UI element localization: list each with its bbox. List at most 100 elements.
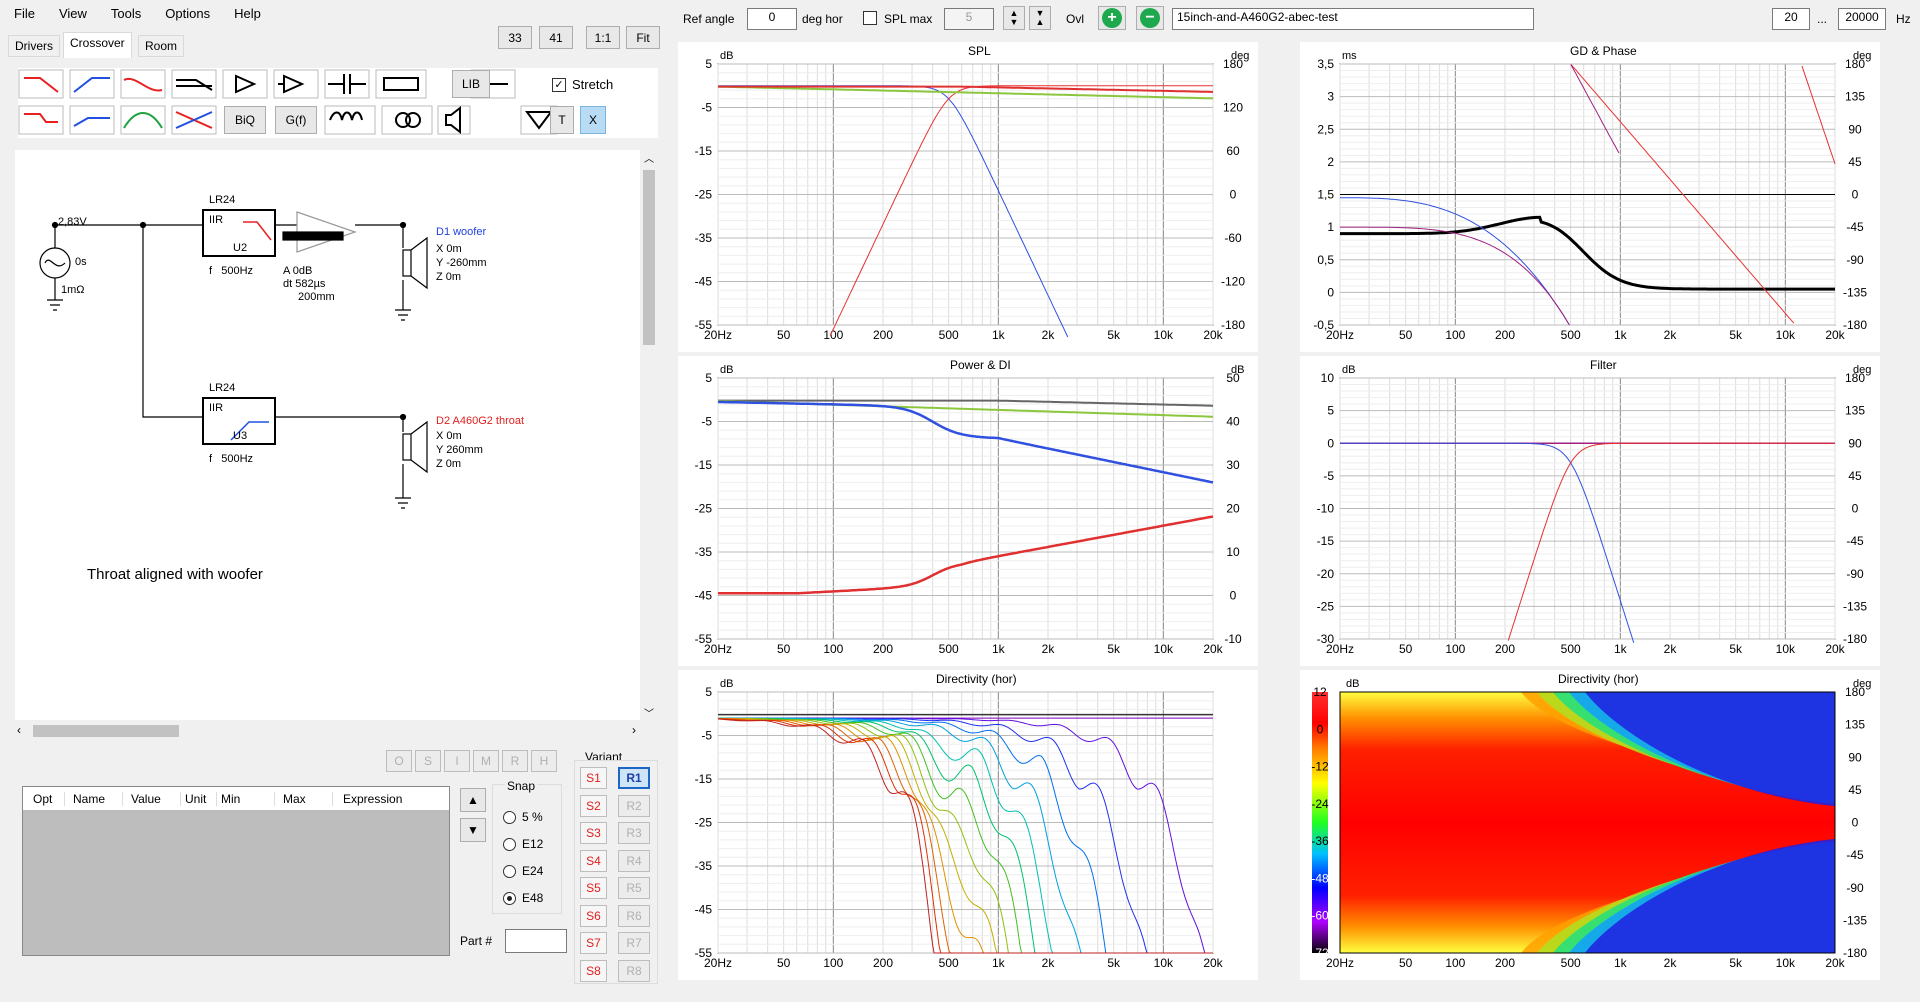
ref-angle-input[interactable]: 0: [747, 8, 797, 30]
variant-r1-button[interactable]: R1: [618, 767, 650, 789]
param-o-button[interactable]: O: [386, 750, 412, 772]
variant-r7-button[interactable]: R7: [618, 932, 650, 954]
tab-drivers[interactable]: Drivers: [8, 35, 60, 57]
gf-button[interactable]: G(f): [275, 106, 317, 134]
x-tick-label: 500: [939, 642, 959, 656]
part-number-input[interactable]: [505, 929, 567, 953]
y-tick-label: -35: [695, 545, 713, 559]
schematic-vscrollbar[interactable]: ︿ ﹀: [640, 150, 658, 720]
biq-button[interactable]: BiQ: [224, 106, 266, 134]
col-max[interactable]: Max: [275, 791, 333, 806]
power-di-chart[interactable]: Power & DI dB dB 5 50 -5 40 -15 30 -25 20 -35 10 -…: [678, 356, 1258, 666]
hscroll-thumb[interactable]: [33, 725, 179, 737]
x-tick-label: 200: [873, 642, 893, 656]
col-min[interactable]: Min: [217, 791, 275, 806]
zoom-fit-button[interactable]: Fit: [626, 26, 660, 49]
directivity-chart[interactable]: Directivity (hor) dB 5 -5 -15 -25 -35 -45 -55 2…: [678, 670, 1258, 980]
variant-r2-button[interactable]: R2: [618, 794, 650, 817]
snap-e24-radio[interactable]: E24: [503, 864, 543, 878]
x-tick-label: 2k: [1664, 328, 1678, 342]
schematic-canvas[interactable]: 2,83V 0s 1mΩ LR24 IIR U2 f 500Hz A 0dB d…: [15, 150, 640, 720]
zoom-33-button[interactable]: 33: [498, 26, 532, 49]
t-button[interactable]: T: [550, 106, 574, 134]
menu-tools[interactable]: Tools: [110, 6, 142, 21]
spl-chart[interactable]: SPL dB deg 5 180 -5 120 -15 60 -25 0 -35 -60 -45 -1…: [678, 42, 1258, 352]
directivity-map-chart[interactable]: Directivity (hor) dB deg 12 0 -12 -24 -36 -48…: [1300, 670, 1880, 980]
y2-tick-label: -180: [1843, 318, 1867, 332]
tab-room[interactable]: Room: [138, 35, 185, 57]
overlay-add-button[interactable]: +: [1098, 6, 1126, 30]
vscroll-thumb[interactable]: [643, 170, 655, 345]
lib-button[interactable]: LIB: [452, 70, 490, 98]
variant-s4-button[interactable]: S4: [580, 849, 607, 872]
variant-s3-button[interactable]: S3: [580, 822, 607, 844]
y2-tick-label: 90: [1848, 436, 1862, 450]
scroll-left-icon[interactable]: ‹: [17, 723, 21, 737]
variant-r5-button[interactable]: R5: [618, 877, 650, 899]
stretch-checkbox[interactable]: ✓ Stretch: [552, 77, 613, 92]
variant-r6-button[interactable]: R6: [618, 904, 650, 927]
d1-x: X 0m: [436, 243, 462, 255]
col-expression[interactable]: Expression: [343, 791, 403, 806]
gd-phase-chart[interactable]: GD & Phase ms deg 3,5 180 3 135 2,5 90 2 45 1,5 0…: [1300, 42, 1880, 352]
move-up-button[interactable]: ▲: [460, 788, 486, 812]
spl-max-input[interactable]: 5: [944, 8, 994, 30]
snap-5pct-radio[interactable]: 5 %: [503, 810, 543, 824]
y-tick-label: 1: [1327, 220, 1334, 234]
y2-tick-label: 45: [1848, 155, 1862, 169]
scroll-right-icon[interactable]: ›: [632, 723, 636, 737]
y-tick-label: -55: [695, 632, 713, 646]
col-value[interactable]: Value: [123, 791, 181, 806]
col-name[interactable]: Name: [65, 791, 123, 806]
spl-chart-title: SPL: [968, 44, 991, 58]
freq-min-input[interactable]: 20: [1772, 8, 1810, 30]
overlay-remove-button[interactable]: −: [1136, 6, 1164, 30]
x-tick-label: 50: [1399, 956, 1413, 970]
variant-s2-button[interactable]: S2: [580, 794, 607, 817]
zoom-41-button[interactable]: 41: [539, 26, 573, 49]
variant-s1-button[interactable]: S1: [580, 767, 607, 789]
y-tick-label: 5: [1327, 404, 1334, 418]
variant-r8-button[interactable]: R8: [618, 959, 650, 982]
param-i-button[interactable]: I: [444, 750, 470, 772]
parameter-table[interactable]: Opt Name Value Unit Min Max Expression: [22, 786, 450, 956]
scroll-down-icon[interactable]: ﹀: [644, 709, 654, 720]
y-tick-label: -55: [695, 946, 713, 960]
param-h-button[interactable]: H: [531, 750, 557, 772]
radio-icon: [503, 837, 516, 851]
x-button[interactable]: X: [580, 106, 606, 134]
spl-max-checkbox[interactable]: [863, 11, 877, 25]
param-r-button[interactable]: R: [502, 750, 528, 772]
freq-max-input[interactable]: 20000: [1838, 8, 1886, 30]
schematic-hscrollbar[interactable]: ‹ ›: [15, 722, 640, 740]
menu-view[interactable]: View: [58, 6, 87, 21]
col-opt[interactable]: Opt: [23, 791, 65, 806]
variant-s5-button[interactable]: S5: [580, 877, 607, 899]
variant-s8-button[interactable]: S8: [580, 959, 607, 982]
param-s-button[interactable]: S: [415, 750, 441, 772]
hz-label: Hz: [1896, 12, 1911, 26]
menu-file[interactable]: File: [14, 6, 35, 21]
project-name-input[interactable]: 15inch-and-A460G2-abec-test: [1172, 8, 1534, 30]
snap-e48-radio[interactable]: E48: [503, 891, 543, 905]
scroll-up-icon[interactable]: ︿: [644, 154, 654, 165]
spin-up-button[interactable]: ▲ ▼: [1003, 6, 1025, 30]
filter-chart[interactable]: Filter dB deg 10 180 5 135 0 90 -5 45 -10 0 -15 -45…: [1300, 356, 1880, 666]
x-tick-label: 200: [1495, 642, 1515, 656]
variant-s7-button[interactable]: S7: [580, 932, 607, 954]
zoom-1to1-button[interactable]: 1:1: [586, 26, 620, 49]
move-down-button[interactable]: ▼: [460, 818, 486, 842]
menu-help[interactable]: Help: [234, 6, 261, 21]
col-unit[interactable]: Unit: [181, 791, 217, 806]
variant-r3-button[interactable]: R3: [618, 822, 650, 844]
menu-options[interactable]: Options: [165, 6, 211, 21]
x-tick-label: 500: [1561, 956, 1581, 970]
y2-tick-label: -180: [1843, 632, 1867, 646]
x-tick-label: 10k: [1154, 956, 1174, 970]
snap-e12-radio[interactable]: E12: [503, 837, 543, 851]
variant-s6-button[interactable]: S6: [580, 904, 607, 927]
spin-reset-button[interactable]: ▼ ▲: [1029, 6, 1051, 30]
param-m-button[interactable]: M: [473, 750, 499, 772]
variant-r4-button[interactable]: R4: [618, 849, 650, 872]
tab-crossover[interactable]: Crossover: [63, 32, 132, 58]
